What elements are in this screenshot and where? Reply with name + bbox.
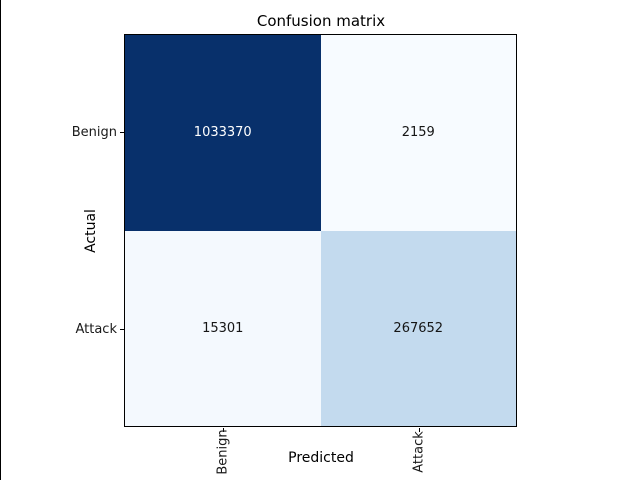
y-ticklabel-benign: Benign	[71, 125, 117, 140]
x-axis-label: Predicted	[288, 450, 354, 466]
x-tick-attack	[419, 428, 420, 432]
matrix-cell-actual-attack-pred-benign: 15301	[125, 230, 321, 426]
y-ticklabel-attack: Attack	[75, 322, 117, 337]
matrix-cell-actual-attack-pred-attack: 267652	[320, 230, 516, 426]
x-ticklabel-benign: Benign	[215, 429, 231, 475]
y-tick-attack	[120, 329, 124, 330]
matrix-cell-actual-benign-pred-benign: 1033370	[125, 35, 321, 231]
heatmap-plot-area: 1033370 2159 15301 267652	[124, 34, 517, 427]
matrix-cell-actual-benign-pred-attack: 2159	[320, 35, 516, 231]
y-axis-label: Actual	[83, 209, 99, 253]
y-tick-benign	[120, 132, 124, 133]
chart-title: Confusion matrix	[256, 12, 386, 30]
x-ticklabel-attack: Attack	[411, 431, 427, 473]
screenshot-left-edge-line	[0, 0, 1, 480]
x-tick-benign	[223, 428, 224, 432]
